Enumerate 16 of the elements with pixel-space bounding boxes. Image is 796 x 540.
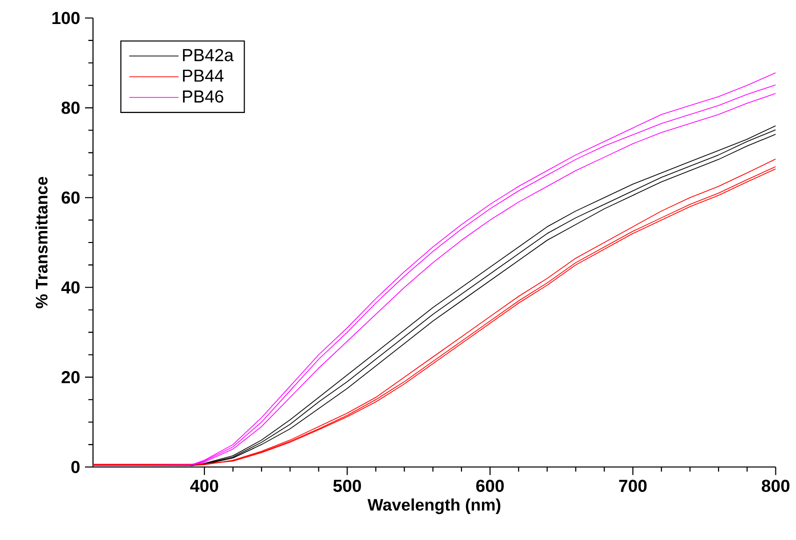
y-tick-label: 100 xyxy=(52,12,80,24)
y-axis-title: % Transmittance xyxy=(35,176,48,308)
y-tick-label: 80 xyxy=(62,102,80,114)
x-tick-label: 400 xyxy=(190,480,218,492)
x-axis-title: Wavelength (nm) xyxy=(368,498,500,514)
x-tick-label: 700 xyxy=(619,480,647,492)
y-tick-label: 20 xyxy=(62,371,80,384)
y-tick-label: 0 xyxy=(71,460,80,474)
y-tick-label: 40 xyxy=(61,281,80,294)
legend-label: PB44 xyxy=(183,70,224,82)
x-tick-label: 600 xyxy=(476,480,504,492)
legend-label: PB46 xyxy=(183,90,224,103)
x-tick-label: 500 xyxy=(333,480,361,492)
x-tick-label: 800 xyxy=(762,480,790,492)
y-tick-label: 60 xyxy=(62,191,80,204)
legend-label: PB42a xyxy=(183,48,234,62)
